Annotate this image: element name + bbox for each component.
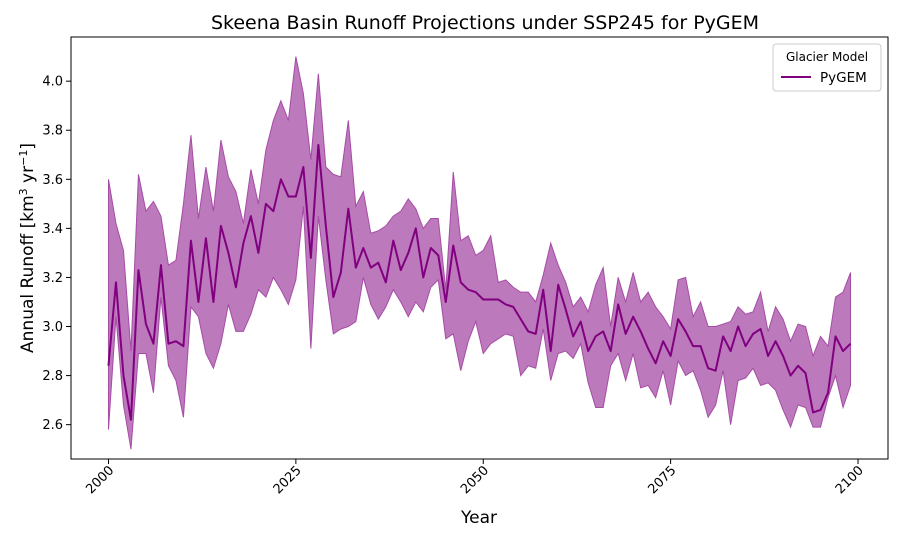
y-tick-label: 3.0 xyxy=(42,320,63,335)
x-tick-label: 2100 xyxy=(833,463,867,497)
x-axis: 2000 2025 2050 2075 2100 xyxy=(83,459,867,497)
y-tick-label: 3.6 xyxy=(42,173,63,188)
y-axis-title-sup-2: −1 xyxy=(17,150,30,166)
x-tick-label: 2025 xyxy=(271,463,305,497)
legend-box xyxy=(772,43,882,92)
plot-area xyxy=(107,56,852,450)
axes-frame xyxy=(70,36,889,460)
y-tick-label: 3.4 xyxy=(42,222,63,237)
y-axis-title-end: ] xyxy=(18,143,38,150)
y-axis-title: Annual Runoff [km3 yr−1] xyxy=(17,143,39,353)
x-axis-title: Year xyxy=(460,508,497,528)
legend: Glacier Model PyGEM xyxy=(772,43,882,92)
y-tick-label: 3.2 xyxy=(42,271,63,286)
range-band-pygem xyxy=(107,56,852,450)
y-tick-label: 2.6 xyxy=(42,418,63,433)
x-tick-label: 2000 xyxy=(83,463,117,497)
y-tick-label: 3.8 xyxy=(42,124,63,139)
y-tick-label: 2.8 xyxy=(42,369,63,384)
legend-label-pygem: PyGEM xyxy=(820,70,867,86)
y-axis-title-sup-1: 3 xyxy=(17,188,30,195)
y-axis-title-main: Annual Runoff [km xyxy=(18,195,38,353)
series-line-pygem xyxy=(107,143,852,421)
x-tick-label: 2075 xyxy=(645,463,679,497)
chart-title: Skeena Basin Runoff Projections under SS… xyxy=(211,12,759,34)
y-axis: 2.6 2.8 3.0 3.2 3.4 3.6 3.8 4.0 xyxy=(42,75,71,433)
legend-title: Glacier Model xyxy=(786,50,868,64)
y-tick-label: 4.0 xyxy=(42,75,63,90)
x-tick-label: 2050 xyxy=(458,463,492,497)
y-axis-title-mid: yr xyxy=(18,166,38,188)
